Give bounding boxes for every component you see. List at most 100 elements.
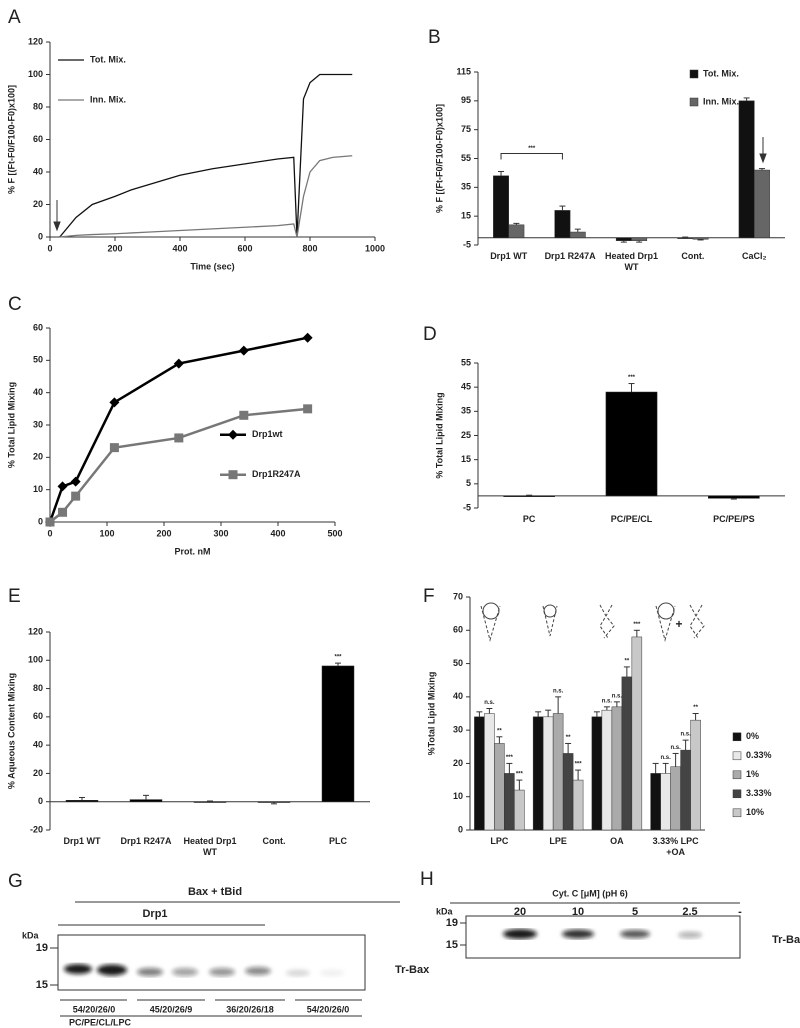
- marker: [57, 481, 68, 492]
- error-bar: [271, 802, 277, 805]
- y-tick-label: 30: [453, 725, 463, 735]
- bar: [65, 800, 99, 802]
- bar: [552, 713, 564, 831]
- bar: [650, 773, 661, 831]
- significance: **: [566, 735, 571, 741]
- significance: ***: [516, 772, 524, 778]
- marker: [228, 470, 238, 480]
- lane-group: 54/20/26/0: [307, 1004, 350, 1014]
- significance: n.s.: [484, 700, 495, 706]
- x-tick-label-box: CaCl₂: [742, 251, 767, 261]
- x-tick-label: 200: [156, 528, 171, 538]
- bar: [677, 237, 694, 239]
- x-tick-label-box: OA: [610, 836, 624, 846]
- bar: [680, 749, 691, 831]
- error-bar: [652, 762, 659, 774]
- blot-frame: [57, 934, 366, 991]
- error-bar: [593, 711, 600, 717]
- y-tick-label: 40: [33, 740, 43, 750]
- marker: [228, 429, 238, 440]
- kda-label: kDa: [22, 930, 40, 940]
- panel-letter: A: [8, 7, 21, 28]
- bar: [670, 766, 681, 831]
- bar: [504, 773, 515, 831]
- panel-letter: B: [428, 27, 441, 48]
- bar: [615, 237, 632, 241]
- x-tick-label: 400: [270, 528, 285, 538]
- x-tick-label: PLC: [329, 836, 347, 846]
- series-line: [59, 155, 353, 238]
- error-bar: [513, 222, 520, 225]
- blot-header: Cyt. C [μM] (pH 6): [552, 888, 628, 898]
- y-tick-label: 20: [453, 758, 463, 768]
- error-bar: [636, 240, 643, 243]
- x-tick-label: OA: [610, 836, 624, 846]
- lane-label: 20: [514, 906, 526, 918]
- x-tick-label-box: PC/PE/CL: [611, 514, 653, 524]
- panel-letter: G: [8, 871, 23, 892]
- marker-label: 19: [36, 942, 48, 954]
- error-bar: [574, 228, 581, 233]
- significance: **: [625, 658, 630, 664]
- error-bar: [535, 711, 542, 717]
- y-tick-label: 25: [461, 430, 471, 440]
- x-tick-label: LPE: [549, 836, 567, 846]
- legend-label: 3.33%: [746, 788, 772, 798]
- x-tick-label: Cont.: [681, 251, 705, 261]
- y-tick-label: 0: [38, 231, 43, 241]
- x-tick-label: 800: [302, 243, 317, 253]
- error-bar: [516, 779, 523, 791]
- bar: [494, 743, 505, 831]
- band-label: Tr-Bax: [772, 934, 800, 946]
- series-line: [49, 407, 308, 523]
- legend-label: Drp1R247A: [252, 469, 301, 479]
- significance: n.s.: [660, 755, 671, 761]
- marker: [173, 358, 184, 369]
- error-bar: [613, 701, 620, 707]
- y-tick-label: 55: [461, 153, 471, 163]
- marker: [174, 433, 184, 443]
- error-bar: [672, 752, 679, 767]
- y-axis-label: % Aqueous Content Mixing: [6, 673, 16, 789]
- x-tick-label: Heated Drp1 WT: [183, 836, 237, 857]
- x-tick-label-box: Drp1 WT: [64, 836, 101, 846]
- series-line: [59, 73, 353, 238]
- legend-label: 1%: [746, 769, 759, 779]
- error-bar: [335, 662, 341, 666]
- significance: n.s.: [553, 688, 564, 694]
- significance: ***: [334, 655, 342, 661]
- marker-label: 15: [36, 979, 48, 991]
- x-tick-label-box: 3.33% LPC +OA: [653, 836, 699, 857]
- bar: [493, 175, 509, 239]
- x-tick-label: 300: [213, 528, 228, 538]
- x-tick-label: 100: [99, 528, 114, 538]
- x-tick-label: LPC: [490, 836, 509, 846]
- bar: [474, 716, 485, 831]
- bar: [692, 237, 709, 240]
- error-bar: [758, 168, 765, 171]
- bar: [601, 709, 613, 831]
- legend-swatch: [732, 732, 742, 742]
- x-tick-label-box: Cont.: [262, 836, 286, 846]
- marker: [302, 332, 313, 343]
- significance: **: [497, 728, 502, 734]
- error-bar: [620, 240, 627, 243]
- lane-group: 36/20/26/18: [226, 1004, 274, 1014]
- y-axis-label: %Total Lipid Mixing: [426, 672, 436, 756]
- legend-swatch: [689, 69, 699, 79]
- x-tick-label-box: PC/PE/PS: [713, 514, 755, 524]
- y-tick-label: 50: [453, 658, 463, 668]
- panel-letter: C: [8, 294, 22, 315]
- kda-label: kDa: [436, 906, 454, 916]
- x-tick-label: Heated Drp1 WT: [604, 251, 658, 272]
- lane-label: -: [738, 906, 742, 918]
- marker: [45, 517, 55, 527]
- x-tick-label: Cont.: [262, 836, 286, 846]
- bar: [554, 210, 571, 239]
- bar: [690, 719, 701, 831]
- panel-letter: D: [423, 324, 437, 345]
- y-tick-label: 20: [33, 199, 43, 209]
- y-axis-label: % Total Lipid Mixing: [6, 382, 16, 468]
- bar: [572, 779, 584, 831]
- x-tick-label: Drp1 R247A: [120, 836, 172, 846]
